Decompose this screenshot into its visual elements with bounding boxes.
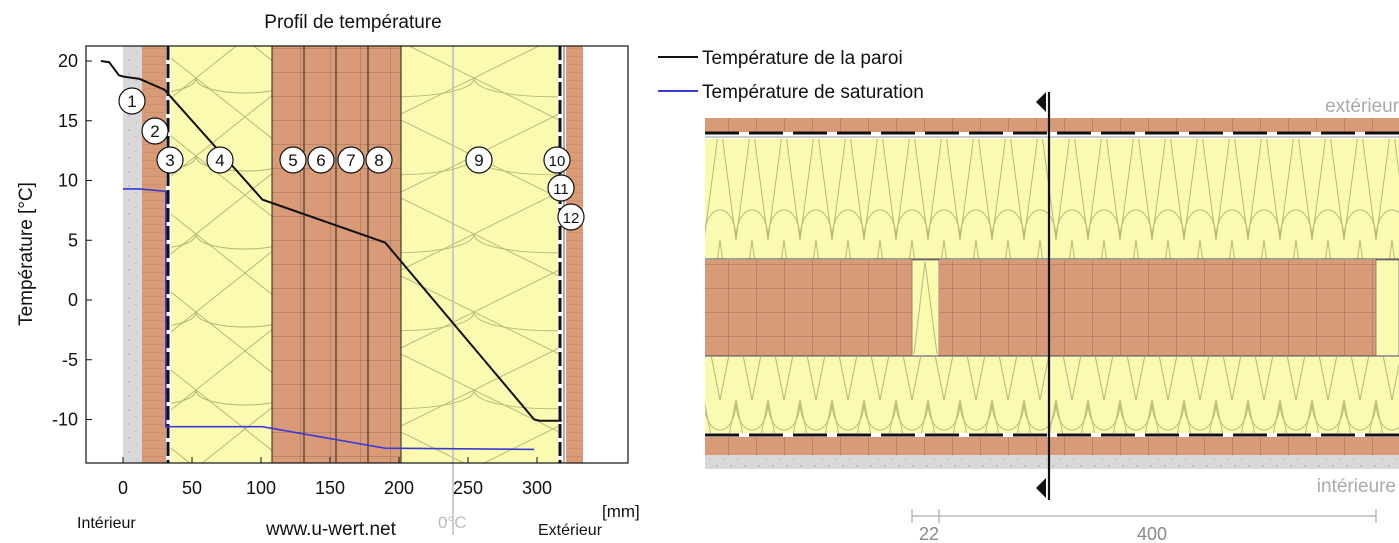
svg-text:8: 8 bbox=[374, 151, 383, 170]
layer-number-9: 9 bbox=[465, 146, 493, 174]
y-tick-label: -10 bbox=[52, 410, 78, 430]
svg-text:12: 12 bbox=[563, 210, 580, 227]
layer-number-6: 6 bbox=[307, 146, 335, 174]
svg-text:2: 2 bbox=[150, 122, 159, 141]
legend-wall-label: Température de la paroi bbox=[702, 48, 903, 69]
x-tick-label: 100 bbox=[246, 478, 276, 498]
x-tick-label: 300 bbox=[522, 478, 552, 498]
x-tick-label: 250 bbox=[453, 478, 483, 498]
svg-text:7: 7 bbox=[346, 151, 355, 170]
layer-number-8: 8 bbox=[365, 146, 393, 174]
y-tick-label: -5 bbox=[62, 350, 78, 370]
svg-text:11: 11 bbox=[553, 181, 569, 198]
legend: Température de la paroi Température de s… bbox=[658, 48, 924, 103]
layer-number-12: 12 bbox=[557, 203, 585, 231]
layer-1-plaster bbox=[123, 46, 142, 463]
y-tick-label: 15 bbox=[58, 111, 78, 131]
layer-4-insulation bbox=[171, 46, 272, 463]
y-tick-label: 5 bbox=[68, 230, 78, 250]
layer-number-2: 2 bbox=[141, 117, 169, 145]
layer-number-4: 4 bbox=[206, 146, 234, 174]
layer-fills bbox=[123, 46, 583, 463]
x-tick-label: 150 bbox=[315, 478, 345, 498]
chart-title: Profil de température bbox=[264, 12, 441, 33]
y-tick-label: 10 bbox=[58, 171, 78, 191]
svg-text:3: 3 bbox=[165, 151, 174, 170]
y-axis-ticks: 20 15 10 5 0 -5 -10 bbox=[52, 51, 92, 430]
layer-12-cladding bbox=[566, 46, 583, 463]
svg-text:10: 10 bbox=[549, 153, 566, 170]
saturation-temperature-series bbox=[123, 188, 535, 451]
svg-text:6: 6 bbox=[316, 151, 325, 170]
plot-frame bbox=[85, 45, 629, 464]
y-tick-label: 0 bbox=[68, 290, 78, 310]
x-tick-label: 0 bbox=[118, 478, 128, 498]
y-tick-label: 20 bbox=[58, 51, 78, 71]
layer-number-1: 1 bbox=[118, 87, 146, 115]
layer-9-insulation bbox=[401, 46, 558, 463]
interior-label: Intérieur bbox=[77, 515, 136, 532]
x-axis-unit: [mm] bbox=[602, 502, 640, 521]
exterior-label: Extérieur bbox=[538, 522, 603, 539]
layer-number-3: 3 bbox=[156, 146, 184, 174]
svg-text:9: 9 bbox=[474, 151, 483, 170]
layer-number-5: 5 bbox=[279, 146, 307, 174]
zero-degree-label: 0°C bbox=[438, 513, 467, 532]
website-label: www.u-wert.net bbox=[265, 519, 397, 540]
svg-text:5: 5 bbox=[288, 151, 297, 170]
layer-2-wood-board bbox=[142, 46, 166, 463]
x-axis-ticks: 0 50 100 150 200 250 300 bbox=[118, 457, 552, 498]
layer-number-10: 10 bbox=[543, 146, 571, 174]
svg-text:4: 4 bbox=[215, 151, 224, 170]
series-layer bbox=[100, 60, 562, 451]
layer-number-11: 11 bbox=[547, 174, 575, 202]
x-tick-label: 50 bbox=[182, 478, 202, 498]
wall-temperature-series bbox=[100, 60, 562, 422]
layer-number-7: 7 bbox=[337, 146, 365, 174]
svg-text:1: 1 bbox=[127, 92, 136, 111]
legend-saturation-label: Température de saturation bbox=[702, 82, 924, 103]
y-axis-label: Température [°C] bbox=[16, 182, 37, 326]
x-tick-label: 200 bbox=[384, 478, 414, 498]
